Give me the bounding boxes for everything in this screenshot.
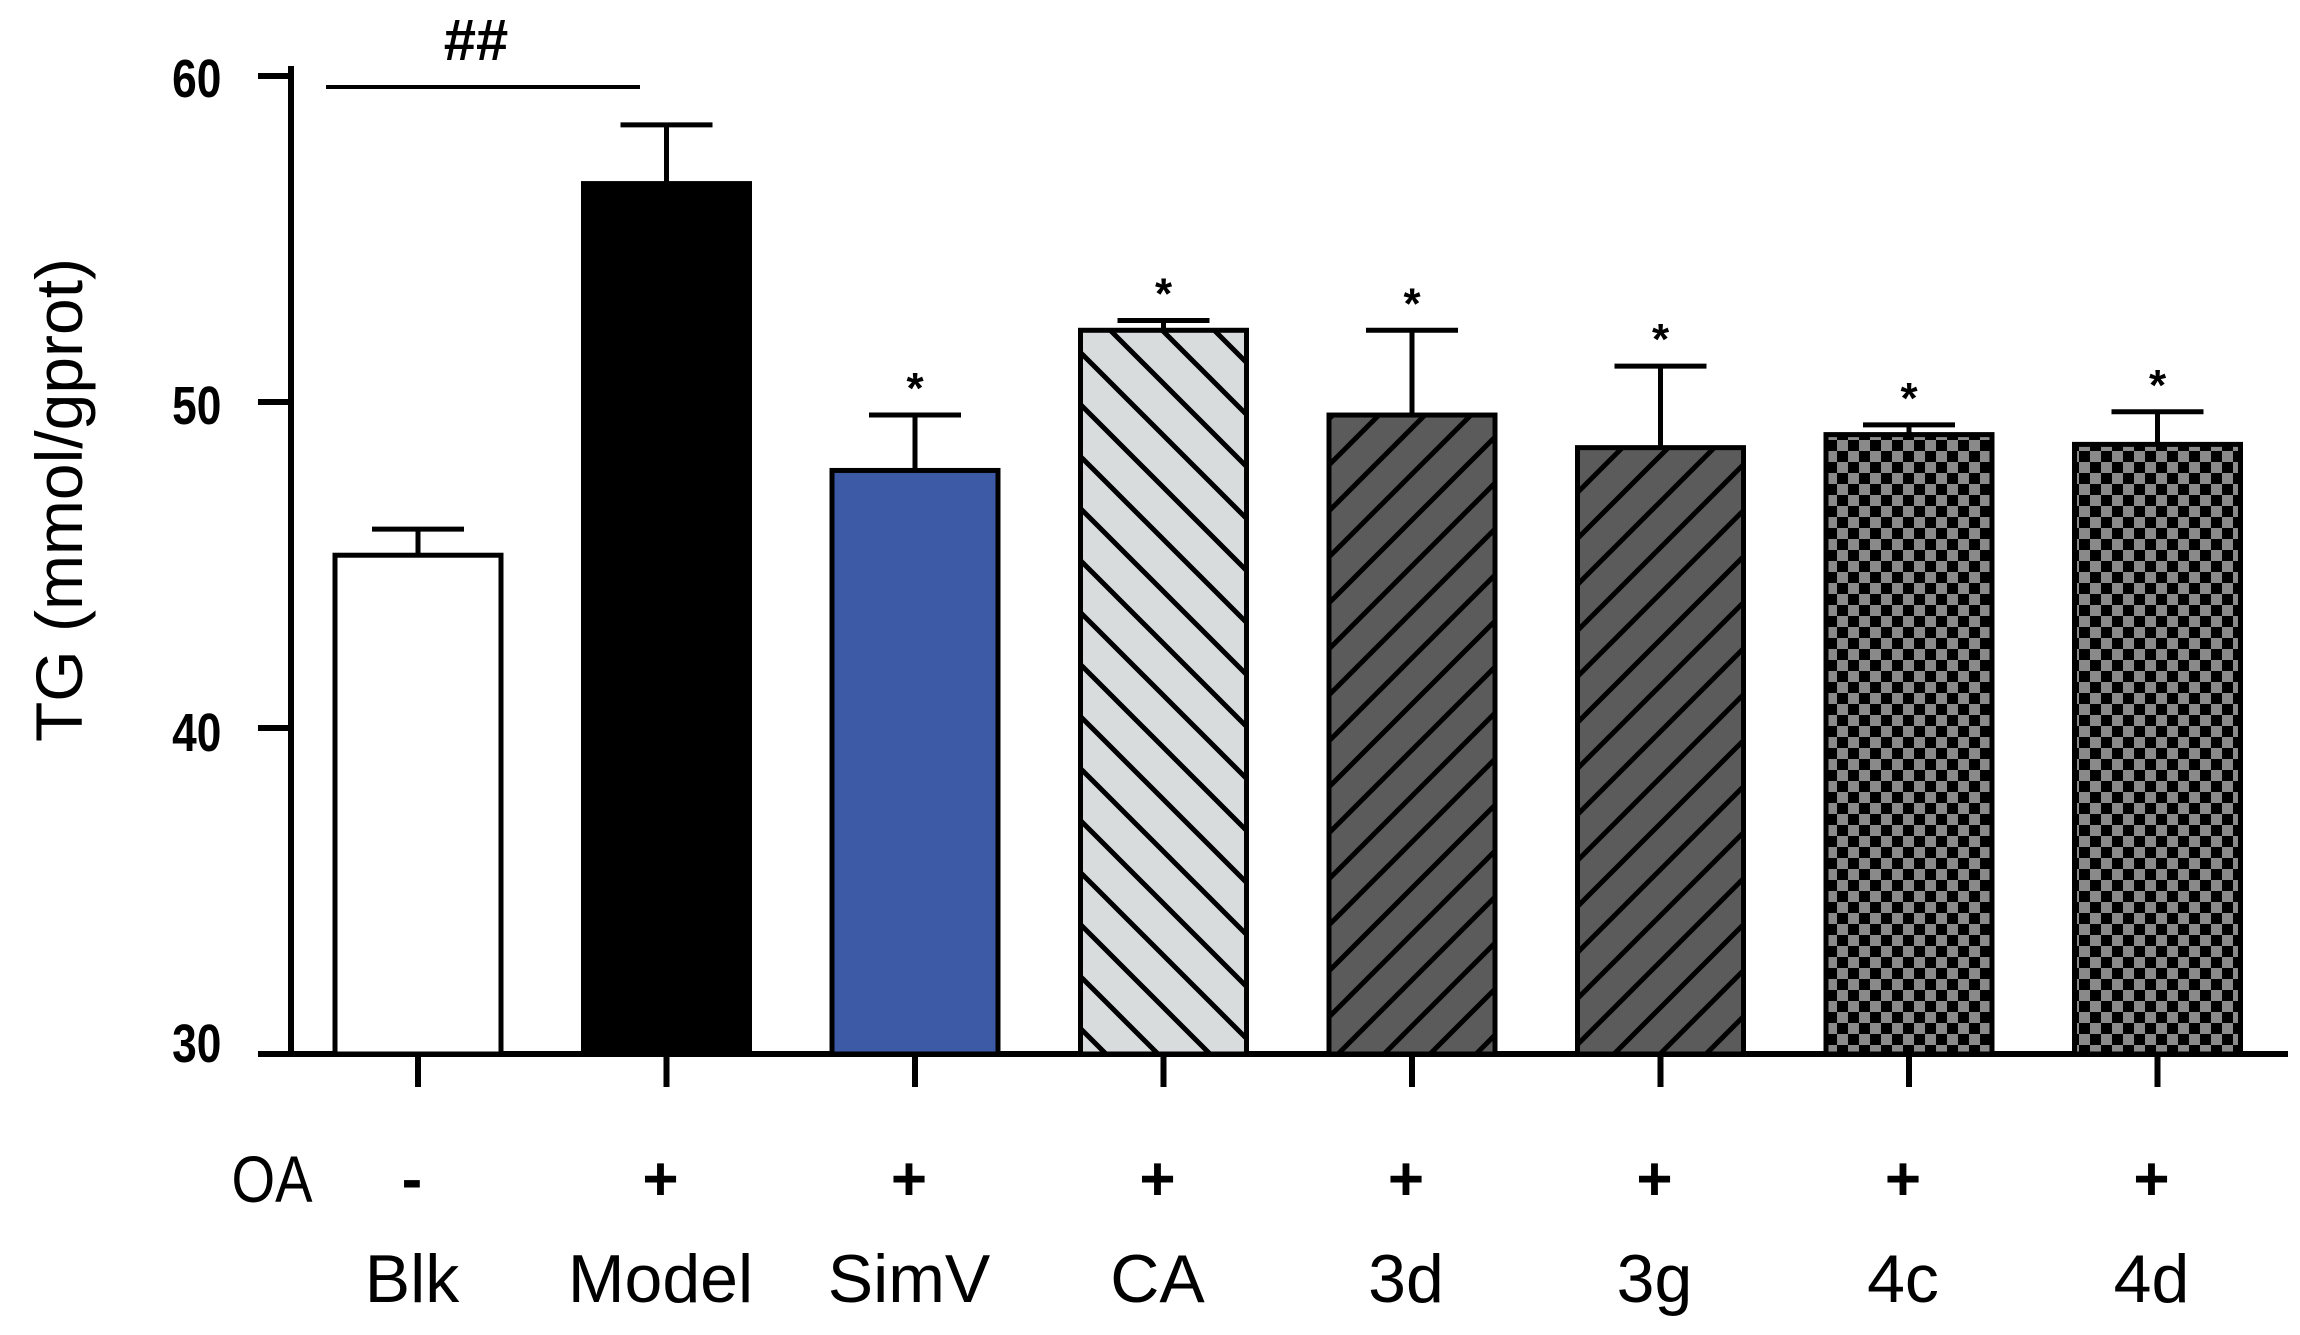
category-label: Model bbox=[568, 1241, 753, 1317]
oa-sign: + bbox=[1885, 1145, 1921, 1214]
bar-3g bbox=[1575, 445, 1746, 1057]
y-axis-label: TG (mmol/gprot) bbox=[22, 258, 96, 742]
category-label: SimV bbox=[828, 1241, 991, 1317]
bar-ca bbox=[1078, 327, 1249, 1057]
comparison-label: ## bbox=[444, 8, 509, 73]
y-tick-label: 60 bbox=[172, 49, 221, 109]
category-label: CA bbox=[1110, 1241, 1205, 1317]
significance-marker: * bbox=[1403, 279, 1421, 328]
oa-sign: + bbox=[642, 1145, 678, 1214]
significance-marker: * bbox=[1900, 374, 1918, 423]
bar-4d bbox=[2072, 441, 2243, 1057]
bar-3d bbox=[1326, 412, 1498, 1057]
category-label: 4c bbox=[1867, 1241, 1939, 1317]
oa-sign: + bbox=[1636, 1145, 1672, 1214]
oa-row-label: OA bbox=[231, 1143, 312, 1216]
bar-simv bbox=[829, 467, 1001, 1057]
y-tick-label: 30 bbox=[172, 1014, 221, 1074]
bar-blk bbox=[332, 552, 504, 1057]
category-label: Blk bbox=[365, 1241, 460, 1317]
oa-sign: - bbox=[402, 1145, 423, 1214]
category-label: 4d bbox=[2114, 1241, 2190, 1317]
bar-model bbox=[581, 181, 752, 1057]
oa-sign: + bbox=[2133, 1145, 2169, 1214]
oa-sign: + bbox=[1139, 1145, 1175, 1214]
significance-marker: * bbox=[1155, 270, 1173, 319]
y-tick-label: 40 bbox=[172, 703, 221, 763]
significance-marker: * bbox=[906, 364, 924, 413]
oa-sign: + bbox=[1388, 1145, 1424, 1214]
significance-marker: * bbox=[1652, 315, 1670, 364]
category-label: 3g bbox=[1617, 1241, 1693, 1317]
plot-area: - Blk + Model * + SimV * + CA * +3d * +3g * +4c * +4d bbox=[332, 122, 2243, 1317]
significance-marker: * bbox=[2149, 361, 2167, 410]
bar-4c bbox=[1823, 432, 1995, 1057]
y-tick-label: 50 bbox=[172, 376, 221, 436]
category-label: 3d bbox=[1368, 1241, 1444, 1317]
oa-sign: + bbox=[891, 1145, 927, 1214]
